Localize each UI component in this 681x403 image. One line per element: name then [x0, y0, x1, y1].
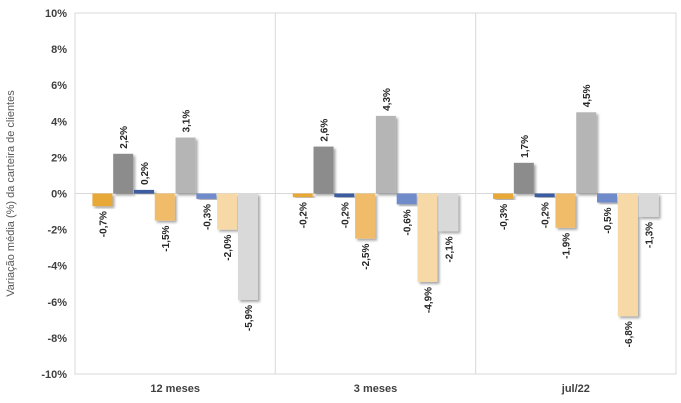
- bar: [196, 193, 217, 199]
- y-axis-ticks: -10% -8% -6% -4% -2% 0% 2% 4% 6% 8% 10%: [41, 8, 67, 381]
- data-label: -1,9%: [561, 233, 572, 259]
- data-label: 2,2%: [119, 126, 130, 149]
- bar: [493, 193, 514, 199]
- bar: [113, 153, 134, 194]
- data-label: -2,5%: [361, 244, 372, 270]
- data-label: -0,2%: [541, 202, 552, 228]
- data-label: 1,7%: [520, 135, 531, 158]
- y-tick-label: -4%: [47, 261, 67, 273]
- data-label: -1,3%: [645, 222, 656, 248]
- y-tick-label: 0%: [51, 189, 67, 201]
- bar: [313, 146, 334, 194]
- bar: [576, 112, 597, 194]
- bar: [334, 193, 355, 198]
- bar: [133, 189, 154, 194]
- y-tick-label: 2%: [51, 152, 67, 164]
- data-label: -0,2%: [340, 202, 351, 228]
- x-category-label: 3 meses: [354, 383, 397, 395]
- data-label: -0,5%: [603, 207, 614, 233]
- bar: [534, 193, 555, 198]
- x-axis-categories: 12 meses 3 meses jul/22: [150, 383, 590, 395]
- data-label: -2,1%: [444, 236, 455, 262]
- data-label: 4,3%: [382, 88, 393, 111]
- bar: [154, 193, 175, 221]
- data-label: -0,3%: [499, 204, 510, 230]
- bar: [638, 193, 659, 217]
- bar: [417, 193, 438, 282]
- data-label: -0,7%: [98, 211, 109, 237]
- data-label: -0,6%: [403, 209, 414, 235]
- bar: [513, 162, 534, 194]
- y-tick-label: -10%: [41, 369, 67, 381]
- data-label: -6,8%: [624, 321, 635, 347]
- y-tick-label: 8%: [51, 44, 67, 56]
- data-label: 3,1%: [182, 110, 193, 133]
- bar: [438, 193, 459, 232]
- y-tick-label: 4%: [51, 116, 67, 128]
- data-label: -0,3%: [202, 204, 213, 230]
- data-label: -2,0%: [223, 234, 234, 260]
- bar: [92, 193, 113, 207]
- bar: [237, 193, 258, 300]
- x-category-label: jul/22: [561, 383, 590, 395]
- bar: [292, 193, 313, 198]
- bars: [92, 112, 659, 317]
- bar: [396, 193, 417, 205]
- bar: [555, 193, 576, 228]
- bar: [217, 193, 238, 230]
- bar: [617, 193, 638, 317]
- y-tick-label: 6%: [51, 80, 67, 92]
- x-category-label: 12 meses: [150, 383, 200, 395]
- bar: [597, 193, 618, 203]
- data-labels: -0,7% 2,2% 0,2% -1,5% 3,1% -0,3% -2,0% -5,9% -0,…: [98, 84, 655, 347]
- y-tick-label: -6%: [47, 297, 67, 309]
- data-label: 2,6%: [320, 119, 331, 142]
- bar: [375, 115, 396, 194]
- y-axis-label: Variação média (%) da carteira de client…: [5, 90, 17, 297]
- bar: [175, 137, 196, 194]
- data-label: 0,2%: [140, 162, 151, 185]
- data-label: -1,5%: [161, 225, 172, 251]
- y-tick-label: -2%: [47, 225, 67, 237]
- data-label: -4,9%: [423, 287, 434, 313]
- bar: [355, 193, 376, 239]
- plot-frame: [74, 12, 677, 375]
- data-label: 4,5%: [582, 84, 593, 107]
- data-label: -0,2%: [299, 202, 310, 228]
- data-label: -5,9%: [244, 305, 255, 331]
- y-tick-label: 10%: [45, 8, 67, 20]
- y-tick-label: -8%: [47, 333, 67, 345]
